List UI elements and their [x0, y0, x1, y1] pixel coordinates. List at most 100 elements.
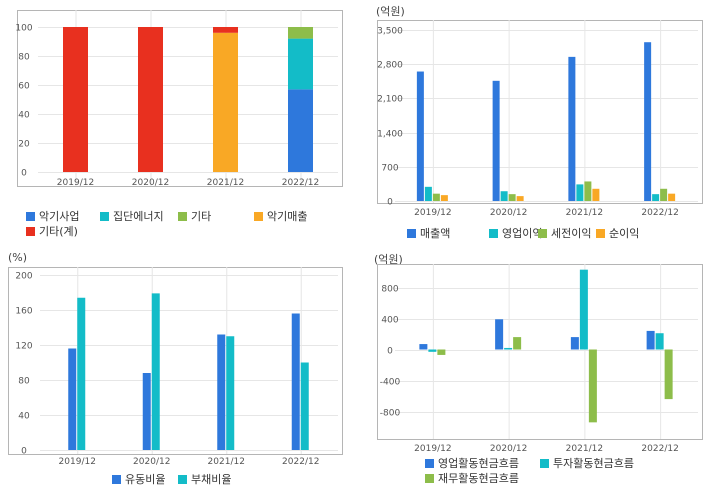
legend-label: 기타: [191, 210, 212, 223]
legend-item: 투자활동현금흐름: [540, 455, 634, 471]
bar: [142, 373, 151, 450]
x-tick-label: 2021/12: [207, 178, 244, 188]
legend-item: 집단에너지: [100, 208, 164, 224]
legend-swatch: [26, 227, 35, 236]
y-tick-label: 80: [18, 377, 30, 387]
x-tick-label: 2020/12: [490, 444, 527, 454]
legend-item: 영업활동현금흐름: [425, 455, 519, 471]
legend-swatch: [254, 212, 263, 221]
x-tick-label: 2019/12: [414, 444, 451, 454]
bar: [68, 348, 77, 450]
bar: [664, 349, 673, 400]
bar: [492, 80, 500, 201]
legend-swatch: [538, 229, 547, 238]
legend-swatch: [425, 459, 434, 468]
legend-swatch: [540, 459, 549, 468]
bar: [151, 293, 160, 450]
y-tick-label: 0: [387, 198, 393, 208]
y-tick-label: 2,100: [377, 95, 403, 105]
bar: [592, 188, 600, 201]
bar: [424, 186, 432, 201]
bar: [500, 191, 508, 201]
y-tick-label: 800: [381, 285, 398, 295]
y-tick-label: 0: [387, 347, 393, 357]
y-tick-label: -400: [380, 378, 401, 388]
y-tick-label: 2,800: [377, 61, 403, 71]
legend-label: 악기매출: [267, 210, 308, 223]
bar: [416, 71, 424, 202]
bar: [513, 337, 522, 350]
legend-item: 부채비율: [178, 471, 231, 487]
chart-3-legend: 유동비율 부채비율: [0, 248, 360, 496]
y-tick-label: 80: [18, 53, 30, 63]
bar: [508, 194, 516, 201]
bar: [419, 344, 428, 350]
chart-4-unit: (억원): [374, 253, 403, 266]
bar: [660, 188, 668, 201]
bar: [495, 319, 504, 350]
bar: [300, 362, 309, 450]
legend-label: 유동비율: [125, 473, 166, 486]
legend-label: 기타(계): [39, 225, 78, 238]
bar: [288, 27, 313, 39]
x-tick-label: 2021/12: [208, 457, 245, 467]
chart-3-svg: 0 40 80 120 160 200 2019/12 2020/12 2021/12 2022/…: [8, 267, 343, 467]
legend-item: 기타: [178, 208, 211, 224]
x-tick-label: 2019/12: [57, 178, 94, 188]
legend-label: 악기사업: [39, 210, 80, 223]
bar: [437, 349, 446, 355]
bar: [655, 333, 664, 350]
legend-swatch: [112, 475, 121, 484]
legend-swatch: [407, 229, 416, 238]
x-tick-label: 2020/12: [490, 208, 527, 218]
legend-label: 집단에너지: [113, 210, 164, 223]
bar: [668, 193, 676, 201]
legend-label: 부채비율: [191, 473, 232, 486]
x-tick-label: 2020/12: [133, 457, 170, 467]
legend-item: 세전이익: [538, 225, 591, 241]
legend-swatch: [489, 229, 498, 238]
chart-2-legend: 매출액 영업이익 세전이익 순이익: [360, 0, 720, 248]
bar: [428, 349, 437, 352]
chart-2-unit: (억원): [376, 5, 405, 18]
legend-item: 순이익: [596, 225, 639, 241]
bar: [652, 194, 660, 201]
bar: [213, 32, 238, 172]
y-tick-label: 0: [21, 447, 27, 457]
y-tick-label: 3,500: [377, 27, 403, 37]
bar: [568, 56, 576, 201]
chart-panel-4: (억원) -800 -400 0 400 800 2019/12 2020/12 2021/1…: [360, 248, 720, 496]
bar: [63, 27, 88, 172]
bar: [77, 297, 86, 450]
bar: [570, 337, 579, 350]
legend-label: 순이익: [609, 227, 640, 240]
y-tick-label: 400: [381, 316, 398, 326]
legend-label: 세전이익: [551, 227, 592, 240]
legend-swatch: [178, 212, 187, 221]
x-tick-label: 2019/12: [414, 208, 451, 218]
bar: [213, 27, 238, 33]
x-tick-label: 2021/12: [566, 208, 603, 218]
legend-item: 악기매출: [254, 208, 307, 224]
y-tick-label: 60: [18, 82, 30, 92]
chart-panel-1: 0 20 40 60 80 100 2019/12 2020/12 2021/12 2022/12…: [0, 0, 360, 248]
x-tick-label: 2020/12: [132, 178, 169, 188]
y-tick-label: 160: [15, 307, 32, 317]
y-tick-label: 40: [18, 412, 30, 422]
y-tick-label: -800: [380, 409, 401, 419]
plot-frame: [8, 267, 343, 455]
legend-item: 재무활동현금흐름: [425, 470, 519, 486]
y-tick-label: 700: [381, 164, 398, 174]
chart-2-svg: 0 700 1,400 2,100 2,800 3,500 2019/12 2020/12 20…: [377, 20, 703, 218]
legend-label: 투자활동현금흐름: [553, 457, 634, 470]
legend-swatch: [425, 474, 434, 483]
y-tick-label: 100: [15, 24, 32, 34]
chart-panel-2: (억원) 0 700 1,400 2,100 2,800 3,500 2019/12 2020…: [360, 0, 720, 248]
bar: [217, 334, 226, 450]
bar: [138, 27, 163, 172]
y-tick-label: 0: [21, 169, 27, 179]
legend-label: 매출액: [420, 227, 451, 240]
x-tick-label: 2019/12: [59, 457, 96, 467]
